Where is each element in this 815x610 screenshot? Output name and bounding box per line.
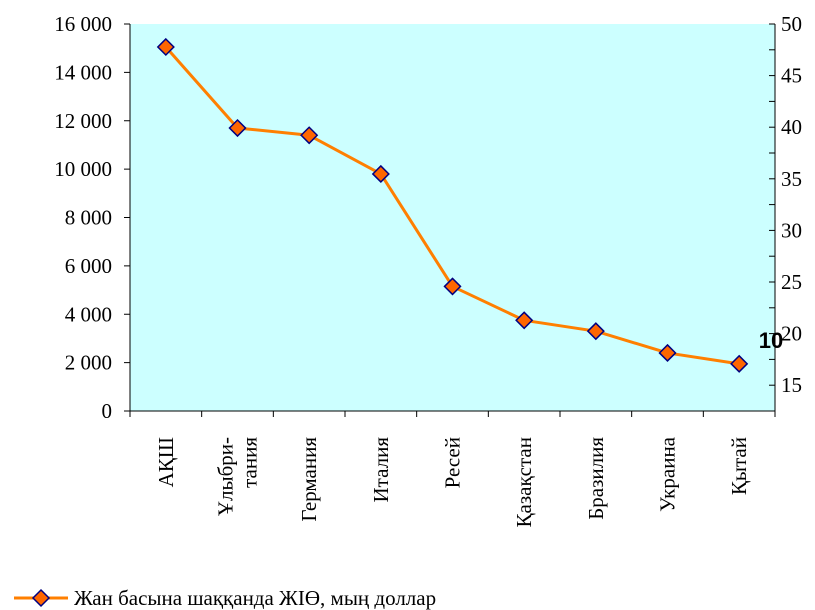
series [156,37,749,373]
left-tick-label: 14 000 [54,60,112,84]
data-point [586,322,605,341]
data-point [300,126,319,145]
left-tick-label: 16 000 [54,12,112,36]
right-tick-label: 20 [781,322,802,346]
stray-label: 10 [759,328,783,353]
right-tick-label: 35 [781,167,802,191]
legend-marker [31,588,51,608]
data-point [658,343,677,363]
right-tick-label: 40 [781,115,802,139]
x-category-label: Италия [369,437,393,503]
x-category-label: Қытай [727,437,751,495]
data-point [228,118,247,138]
left-tick-label: 2 000 [65,351,112,375]
data-point [730,354,749,373]
right-tick-label: 30 [781,218,802,242]
x-axis: АҚШ Ұлыбри-тания Германия Италия Ресей Қазақс… [129,410,776,527]
x-category-label: Қазақстан [512,437,536,527]
left-axis: 0 2 000 4 000 6 000 8 000 10 000 12 000 14 000 1… [54,12,131,423]
left-tick-label: 10 000 [54,157,112,181]
data-point [156,37,175,57]
left-tick-label: 12 000 [54,109,112,133]
left-tick-label: 8 000 [65,206,112,230]
x-category-label: тания [238,437,262,488]
x-category-label: АҚШ [154,437,178,487]
right-axis: 15 20 25 30 35 40 45 50 [769,12,802,412]
right-tick-label: 45 [781,64,802,88]
x-category-label: Ұлыбри- [214,437,238,516]
data-point [443,277,462,296]
x-category-label: Ресей [441,437,465,488]
right-tick-label: 50 [781,12,802,36]
left-tick-label: 6 000 [65,254,112,278]
x-category-label: Бразилия [584,437,608,520]
right-tick-label: 15 [781,373,802,397]
left-tick-label: 0 [102,399,113,423]
left-tick-label: 4 000 [65,302,112,326]
right-tick-label: 25 [781,270,802,294]
x-category-label: Украина [656,436,680,512]
legend-label: Жан басына шаққанда ЖІӨ, мың доллар [74,586,436,610]
data-point [515,311,534,330]
x-category-label: Германия [297,437,321,522]
data-point [371,164,390,184]
legend: Жан басына шаққанда ЖІӨ, мың доллар [14,586,436,610]
plot-area [130,24,775,411]
